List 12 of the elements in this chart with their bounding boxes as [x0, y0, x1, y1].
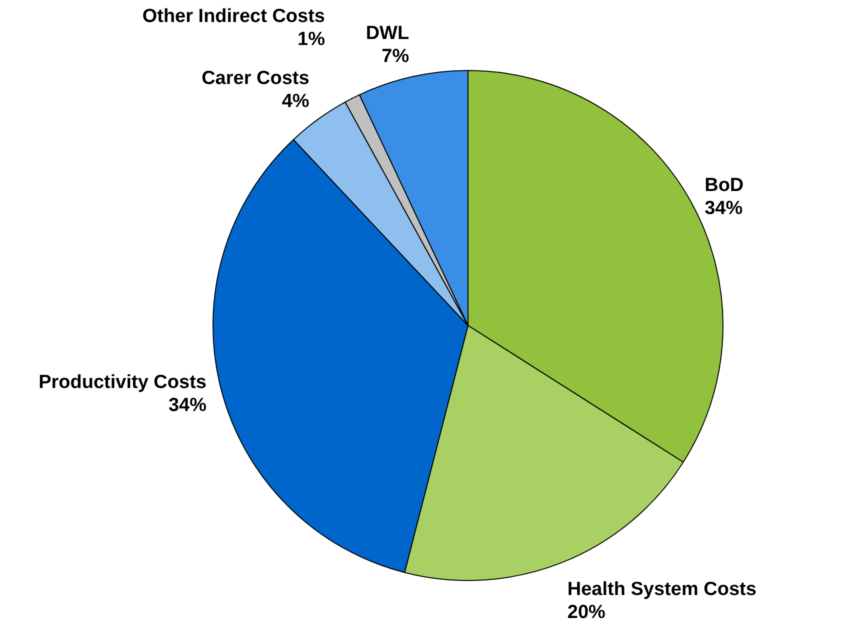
slice-label: BoD [704, 174, 744, 196]
slice-label: Productivity Costs [38, 372, 206, 394]
data-label: 4% [282, 91, 310, 112]
data-label: 20% [567, 602, 606, 623]
data-label: 7% [382, 46, 410, 67]
data-label: 34% [168, 395, 207, 416]
slice-label: Carer Costs [202, 68, 310, 90]
data-label: 1% [298, 28, 326, 50]
slice-label: Health System Costs [567, 578, 756, 600]
data-label: 34% [704, 198, 743, 219]
slice-label: DWL [366, 23, 410, 44]
slice-label: Other Indirect Costs [142, 6, 325, 27]
